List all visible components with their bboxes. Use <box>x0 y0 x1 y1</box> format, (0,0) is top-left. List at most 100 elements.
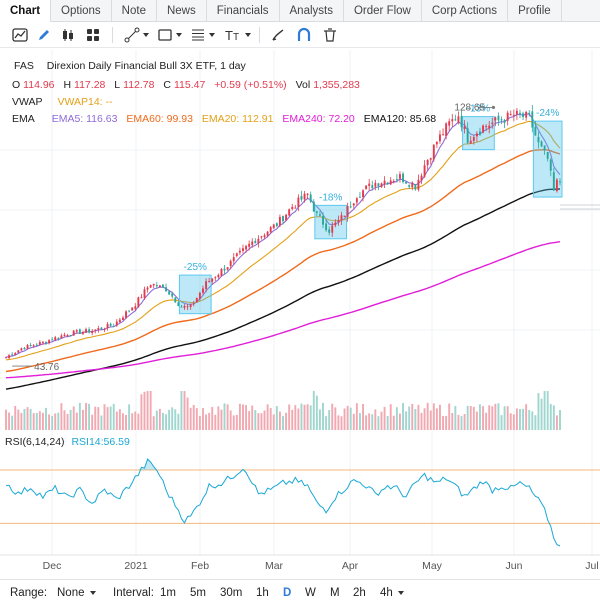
candle-body <box>429 158 432 160</box>
range-select[interactable]: None <box>57 587 96 599</box>
volume-bar <box>466 405 469 430</box>
candle-body <box>549 159 552 171</box>
fibonacci-icon[interactable] <box>188 25 216 45</box>
tab-analysts[interactable]: Analysts <box>280 0 344 22</box>
candle-body <box>171 293 174 297</box>
candle-body <box>183 305 186 308</box>
interval-30m[interactable]: 30m <box>220 587 243 599</box>
tab-chart[interactable]: Chart <box>0 0 52 22</box>
volume-bar <box>374 409 377 430</box>
volume-bar <box>41 412 44 430</box>
candle-body <box>343 215 346 217</box>
candle-body <box>189 304 192 307</box>
candle-body <box>137 297 140 308</box>
interval-D[interactable]: D <box>283 587 292 599</box>
candle-body <box>371 185 374 189</box>
candle-body <box>29 345 32 347</box>
candle-body <box>368 183 371 186</box>
volume-bar <box>54 413 57 430</box>
candle-body <box>57 337 60 339</box>
candle-body <box>155 285 158 287</box>
x-tick-label: 2021 <box>124 560 148 572</box>
x-tick-label: Jul <box>585 560 598 572</box>
grid-icon[interactable] <box>83 25 103 45</box>
volume-bar <box>383 406 386 430</box>
candle-body <box>208 281 211 283</box>
candle-body <box>245 246 248 250</box>
tab-profile[interactable]: Profile <box>508 0 562 22</box>
tab-corp-actions[interactable]: Corp Actions <box>422 0 509 22</box>
pen-icon[interactable] <box>34 25 54 45</box>
range-value: None <box>57 587 85 599</box>
candle-body <box>205 281 208 289</box>
price-chart[interactable]: -25% -18% -13% -24% 128.65 43.76 Dec 2021 Feb Mar… <box>0 0 600 579</box>
volume-bar <box>128 404 131 430</box>
rsi-line <box>5 458 561 547</box>
candle-body <box>546 152 549 159</box>
volume-bar <box>282 416 284 430</box>
volume-bar <box>263 410 266 430</box>
volume-bar <box>272 414 275 430</box>
volume-bar <box>442 415 444 430</box>
volume-bar <box>149 391 152 430</box>
volume-bar <box>485 412 488 430</box>
volume-bar <box>368 413 371 430</box>
tab-options[interactable]: Options <box>51 0 112 22</box>
volume-bar <box>60 403 63 430</box>
candle-body <box>54 337 57 341</box>
tab-order-flow[interactable]: Order Flow <box>344 0 422 22</box>
tab-financials[interactable]: Financials <box>207 0 280 22</box>
candle-body <box>118 319 121 323</box>
candle-body <box>45 341 47 344</box>
interval-W[interactable]: W <box>305 587 316 599</box>
high-marker-dot <box>491 105 496 110</box>
volume-bar <box>220 409 223 430</box>
candle-body <box>254 240 257 244</box>
rectangle-tool-icon[interactable] <box>155 25 183 45</box>
tab-news[interactable]: News <box>157 0 207 22</box>
ema-lines <box>5 113 561 390</box>
candle-body <box>235 253 238 256</box>
volume-bar <box>537 393 540 430</box>
volume-bar <box>432 403 435 430</box>
candle-body <box>88 329 91 333</box>
candle-body <box>8 355 11 358</box>
interval-M[interactable]: M <box>330 587 340 599</box>
area-chart-icon[interactable] <box>10 25 30 45</box>
drawdown-label: -24% <box>536 108 559 119</box>
line-tool-icon[interactable] <box>122 25 150 45</box>
interval-2h[interactable]: 2h <box>353 587 366 599</box>
candle-body <box>26 345 29 349</box>
interval-4h[interactable]: 4h <box>380 587 404 599</box>
volume-bar <box>189 407 192 430</box>
candle-body <box>402 173 404 183</box>
interval-1m[interactable]: 1m <box>160 587 176 599</box>
tab-note[interactable]: Note <box>112 0 157 22</box>
volume-bar <box>309 405 312 430</box>
candle-body <box>165 287 167 292</box>
candle-body <box>100 327 103 330</box>
volume-bar <box>525 404 528 430</box>
candle-body <box>309 194 312 202</box>
volume-bar <box>109 406 112 430</box>
candle-body <box>386 182 389 184</box>
volume-bar <box>174 409 177 430</box>
x-tick-label: Feb <box>191 560 209 572</box>
volume-bar <box>426 402 429 430</box>
brush-icon[interactable] <box>268 25 288 45</box>
interval-5m[interactable]: 5m <box>190 587 206 599</box>
trash-icon[interactable] <box>320 25 340 45</box>
drawdown-label: -18% <box>319 192 342 203</box>
candle-body <box>11 354 14 356</box>
interval-1h[interactable]: 1h <box>256 587 269 599</box>
candlestick-icon[interactable] <box>58 25 78 45</box>
volume-bar <box>57 412 60 430</box>
candle-body <box>251 241 254 245</box>
magnet-icon[interactable] <box>294 25 314 45</box>
candle-body <box>500 119 503 121</box>
candle-body <box>448 121 451 126</box>
candle-body <box>389 180 392 185</box>
candle-body <box>69 335 72 337</box>
volume-bar <box>479 404 481 430</box>
